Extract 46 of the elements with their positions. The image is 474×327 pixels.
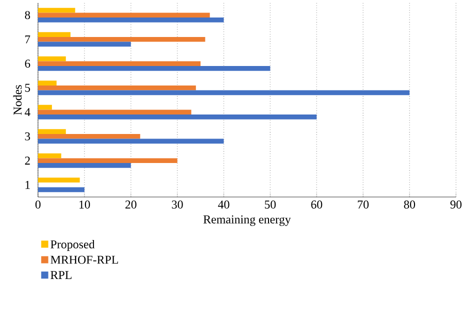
bar [38, 18, 224, 22]
bar [38, 80, 57, 86]
bar [38, 138, 224, 144]
x-axis-title: Remaining energy [203, 215, 291, 226]
y-tick-label: 5 [25, 84, 30, 92]
bar [38, 8, 76, 13]
y-tick-label: 3 [25, 132, 30, 140]
bar [38, 90, 410, 96]
x-tick-label: 50 [264, 200, 276, 209]
y-tick-label: 4 [24, 108, 30, 116]
bar [38, 66, 270, 71]
bar [38, 12, 210, 18]
bar [38, 110, 192, 115]
bar [38, 153, 62, 158]
bar [38, 85, 196, 90]
legend-label: Proposed [50, 240, 95, 251]
x-tick-label: 20 [125, 200, 136, 209]
x-tick-label: 10 [80, 200, 90, 209]
x-tick-label: 80 [404, 200, 416, 209]
x-tick-label: 30 [172, 200, 183, 209]
bar [38, 187, 84, 192]
x-tick-label: 90 [450, 200, 462, 209]
x-tick-label: 0 [35, 200, 41, 209]
y-tick-label: 7 [25, 35, 30, 44]
bar [38, 178, 80, 182]
y-tick-label: 6 [25, 60, 30, 68]
x-tick-label: 40 [218, 200, 230, 209]
bar [38, 129, 66, 134]
bar [38, 158, 178, 164]
bar [38, 42, 131, 47]
legend-label: RPL [50, 271, 72, 279]
bar [38, 104, 52, 110]
bar [38, 163, 131, 168]
y-tick-label: 8 [24, 11, 30, 20]
legend-label: MRHOF-RPL [50, 256, 118, 264]
bar [38, 56, 66, 62]
bar [38, 61, 201, 66]
x-tick-label: 70 [358, 200, 369, 209]
y-axis-title: Nodes [13, 85, 22, 115]
bar [38, 36, 206, 42]
y-tick-label: 2 [25, 156, 30, 165]
bar [38, 134, 140, 139]
x-tick-label: 60 [311, 200, 322, 209]
bar [38, 114, 317, 120]
y-tick-label: 1 [26, 180, 30, 189]
bar [38, 32, 71, 37]
